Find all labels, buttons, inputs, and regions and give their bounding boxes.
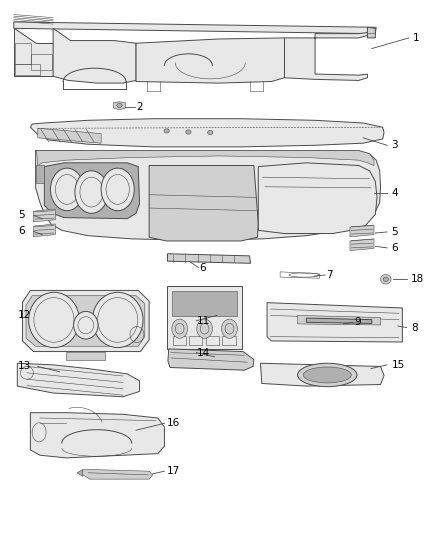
Ellipse shape	[303, 367, 351, 383]
Text: 3: 3	[392, 140, 398, 150]
Polygon shape	[172, 292, 237, 316]
Ellipse shape	[101, 168, 134, 211]
Ellipse shape	[197, 319, 212, 338]
Polygon shape	[350, 225, 374, 237]
Text: 5: 5	[18, 211, 25, 221]
Polygon shape	[14, 22, 376, 34]
Polygon shape	[66, 352, 106, 360]
Polygon shape	[136, 38, 285, 83]
Ellipse shape	[222, 319, 237, 338]
Polygon shape	[33, 209, 55, 222]
Text: 14: 14	[197, 348, 210, 358]
Text: 12: 12	[18, 310, 32, 320]
Text: 2: 2	[136, 102, 143, 112]
Text: 13: 13	[18, 361, 32, 372]
Polygon shape	[167, 254, 251, 263]
Ellipse shape	[50, 168, 84, 211]
Polygon shape	[44, 163, 140, 219]
Text: 16: 16	[166, 418, 180, 429]
Ellipse shape	[164, 129, 169, 133]
Polygon shape	[35, 151, 381, 240]
Text: 6: 6	[199, 263, 206, 272]
Ellipse shape	[92, 292, 143, 348]
Polygon shape	[17, 364, 140, 397]
Text: 5: 5	[392, 227, 398, 237]
Polygon shape	[350, 239, 374, 251]
Polygon shape	[167, 286, 242, 349]
Ellipse shape	[208, 131, 213, 135]
Text: 18: 18	[411, 274, 424, 284]
Polygon shape	[36, 165, 44, 182]
Text: 17: 17	[166, 466, 180, 476]
Polygon shape	[14, 28, 53, 76]
Polygon shape	[77, 470, 83, 477]
Polygon shape	[113, 102, 126, 110]
Ellipse shape	[383, 277, 389, 281]
Text: 6: 6	[392, 243, 398, 253]
Ellipse shape	[75, 171, 108, 213]
Polygon shape	[261, 364, 384, 386]
Text: 8: 8	[411, 322, 418, 333]
Ellipse shape	[297, 364, 357, 386]
Ellipse shape	[172, 319, 187, 338]
Polygon shape	[367, 27, 375, 38]
Text: 11: 11	[197, 316, 210, 326]
Polygon shape	[168, 349, 254, 370]
Ellipse shape	[381, 274, 391, 284]
Text: 6: 6	[18, 227, 25, 237]
Polygon shape	[38, 128, 101, 143]
Polygon shape	[53, 28, 136, 83]
Polygon shape	[22, 290, 149, 352]
Text: 4: 4	[392, 188, 398, 198]
Polygon shape	[306, 318, 372, 324]
Text: 7: 7	[326, 270, 332, 280]
Ellipse shape	[28, 292, 79, 348]
Polygon shape	[297, 316, 381, 325]
Polygon shape	[267, 303, 403, 342]
Polygon shape	[26, 296, 145, 346]
Text: 9: 9	[354, 317, 361, 327]
Polygon shape	[33, 224, 55, 237]
Polygon shape	[258, 163, 377, 233]
Text: 15: 15	[392, 360, 405, 370]
Polygon shape	[35, 151, 374, 165]
Polygon shape	[149, 165, 258, 241]
Text: 1: 1	[413, 33, 420, 43]
Ellipse shape	[117, 103, 122, 108]
Polygon shape	[30, 119, 384, 147]
Ellipse shape	[186, 130, 191, 134]
Ellipse shape	[74, 311, 98, 339]
Polygon shape	[285, 28, 374, 80]
Polygon shape	[30, 413, 164, 458]
Polygon shape	[83, 470, 152, 479]
